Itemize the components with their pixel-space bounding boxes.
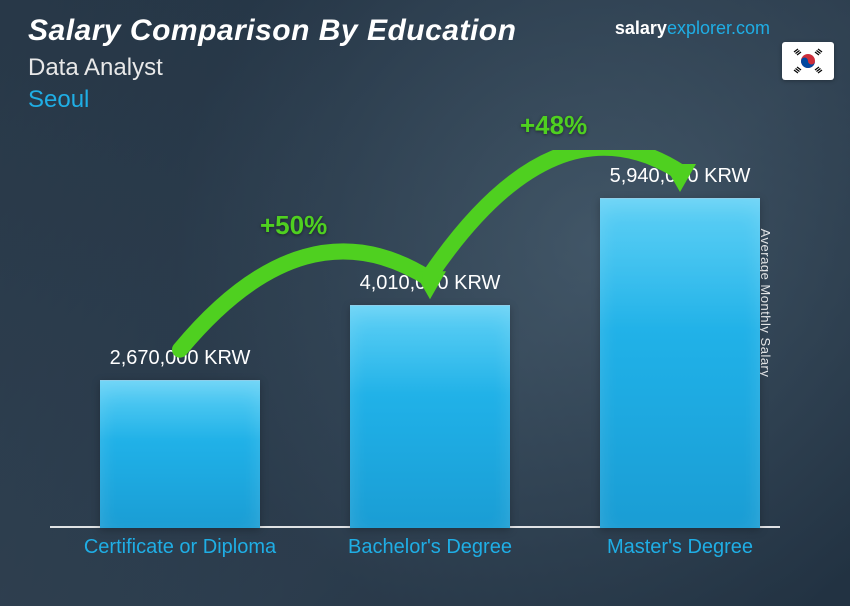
brand-logo: salaryexplorer.com <box>615 18 770 39</box>
bar-value-label: 4,010,000 KRW <box>320 272 540 295</box>
bar-value-label: 2,670,000 KRW <box>70 347 290 370</box>
percent-increase-badge: +50% <box>260 210 327 241</box>
bar-group: 4,010,000 KRWBachelor's Degree <box>340 305 520 528</box>
percent-increase-badge: +48% <box>520 110 587 141</box>
bar-group: 2,670,000 KRWCertificate or Diploma <box>90 380 270 528</box>
country-flag-icon <box>782 42 834 80</box>
bar-category-label: Bachelor's Degree <box>330 536 530 559</box>
bar-chart: 2,670,000 KRWCertificate or Diploma4,010… <box>50 150 780 584</box>
location: Seoul <box>28 86 822 114</box>
brand-part-1: salary <box>615 18 667 38</box>
bar-category-label: Certificate or Diploma <box>80 536 280 559</box>
bar <box>100 380 260 528</box>
bar-value-label: 5,940,000 KRW <box>570 165 790 188</box>
bar <box>600 198 760 528</box>
bar <box>350 305 510 528</box>
job-title: Data Analyst <box>28 54 822 82</box>
brand-part-2: explorer.com <box>667 18 770 38</box>
bar-group: 5,940,000 KRWMaster's Degree <box>590 198 770 528</box>
bar-category-label: Master's Degree <box>580 536 780 559</box>
